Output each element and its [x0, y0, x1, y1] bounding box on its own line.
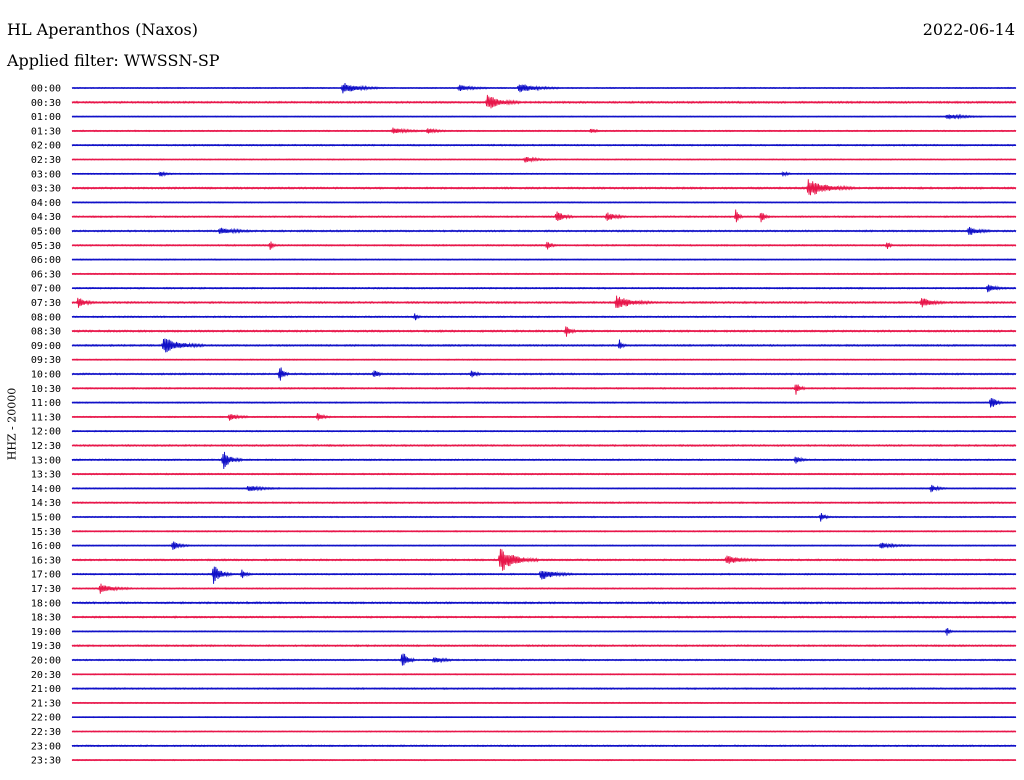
time-label-2200: 22:00: [31, 713, 61, 724]
time-label-1400: 14:00: [31, 484, 61, 495]
time-label-0100: 01:00: [31, 112, 61, 123]
time-label-0900: 09:00: [31, 341, 61, 352]
time-label-1330: 13:30: [31, 470, 61, 481]
time-label-1230: 12:30: [31, 441, 61, 452]
time-label-0030: 00:30: [31, 98, 61, 109]
time-label-0930: 09:30: [31, 355, 61, 366]
time-label-1530: 15:30: [31, 527, 61, 538]
time-label-1500: 15:00: [31, 513, 61, 524]
time-label-0330: 03:30: [31, 184, 61, 195]
time-label-1100: 11:00: [31, 398, 61, 409]
filter-label: Applied filter: WWSSN-SP: [7, 51, 220, 70]
time-label-0530: 05:30: [31, 241, 61, 252]
time-label-1900: 19:00: [31, 627, 61, 638]
time-label-1200: 12:00: [31, 427, 61, 438]
time-label-2100: 21:00: [31, 684, 61, 695]
time-label-0730: 07:30: [31, 298, 61, 309]
time-label-0300: 03:00: [31, 169, 61, 180]
time-label-1700: 17:00: [31, 570, 61, 581]
time-label-1630: 16:30: [31, 555, 61, 566]
time-label-1600: 16:00: [31, 541, 61, 552]
time-label-1800: 18:00: [31, 598, 61, 609]
time-label-2230: 22:30: [31, 727, 61, 738]
trace-1030: [71, 384, 1017, 395]
time-label-0800: 08:00: [31, 312, 61, 323]
time-label-0200: 02:00: [31, 141, 61, 152]
time-label-1130: 11:30: [31, 412, 61, 423]
time-label-2330: 23:30: [31, 756, 61, 767]
time-label-2130: 21:30: [31, 698, 61, 709]
time-label-1930: 19:30: [31, 641, 61, 652]
time-label-group: 00:00 00:30 01:00 01:30 02:00 02:30 03:00 03:30…: [31, 84, 61, 767]
time-label-0400: 04:00: [31, 198, 61, 209]
time-label-0130: 01:30: [31, 126, 61, 137]
time-label-0000: 00:00: [31, 84, 61, 95]
time-label-1000: 10:00: [31, 370, 61, 381]
time-label-1300: 13:00: [31, 455, 61, 466]
time-label-0700: 07:00: [31, 284, 61, 295]
trace-0430: [71, 209, 1017, 223]
time-label-0230: 02:30: [31, 155, 61, 166]
station-title: HL Aperanthos (Naxos): [7, 20, 198, 39]
trace-group: [71, 83, 1017, 762]
time-label-2000: 20:00: [31, 656, 61, 667]
time-label-0500: 05:00: [31, 227, 61, 238]
time-label-1030: 10:30: [31, 384, 61, 395]
time-label-1430: 14:30: [31, 498, 61, 509]
time-label-0630: 06:30: [31, 269, 61, 280]
time-label-0600: 06:00: [31, 255, 61, 266]
time-label-2300: 23:00: [31, 741, 61, 752]
time-label-0430: 04:30: [31, 212, 61, 223]
time-label-1730: 17:30: [31, 584, 61, 595]
record-date: 2022-06-14: [922, 20, 1015, 39]
time-label-2030: 20:30: [31, 670, 61, 681]
time-label-1830: 18:30: [31, 613, 61, 624]
trace-0330: [71, 179, 1017, 196]
trace-1700: [71, 566, 1017, 584]
time-label-0830: 08:30: [31, 327, 61, 338]
